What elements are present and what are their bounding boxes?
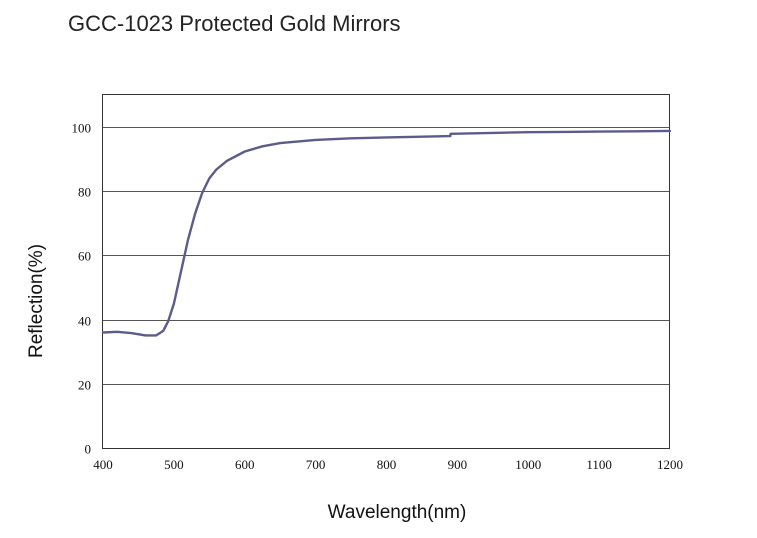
x-axis-ticks: 400 500 600 700 800 900 1000 1100 1200 <box>93 457 683 472</box>
y-tick-label: 0 <box>85 442 92 457</box>
y-axis-ticks: 0 20 40 60 80 100 <box>72 121 92 457</box>
x-tick-label: 900 <box>448 457 468 472</box>
grid <box>103 127 670 385</box>
x-tick-label: 600 <box>235 457 255 472</box>
x-tick-label: 1200 <box>657 457 683 472</box>
x-axis-title: Wavelength(nm) <box>328 502 467 523</box>
y-tick-label: 80 <box>78 185 91 200</box>
plot-area <box>102 94 670 449</box>
y-tick-label: 100 <box>72 121 92 136</box>
chart-title: GCC-1023 Protected Gold Mirrors <box>68 11 401 36</box>
y-tick-label: 20 <box>78 378 91 393</box>
x-tick-label: 800 <box>377 457 397 472</box>
x-tick-label: 500 <box>164 457 184 472</box>
x-tick-label: 1000 <box>515 457 541 472</box>
series-layer <box>101 129 672 337</box>
reflection-line <box>101 129 672 337</box>
y-tick-label: 60 <box>78 249 91 264</box>
y-tick-label: 40 <box>78 314 91 329</box>
x-tick-label: 1100 <box>586 457 612 472</box>
x-tick-label: 400 <box>93 457 113 472</box>
y-axis-title: Reflection(%) <box>26 244 47 358</box>
x-tick-label: 700 <box>306 457 326 472</box>
